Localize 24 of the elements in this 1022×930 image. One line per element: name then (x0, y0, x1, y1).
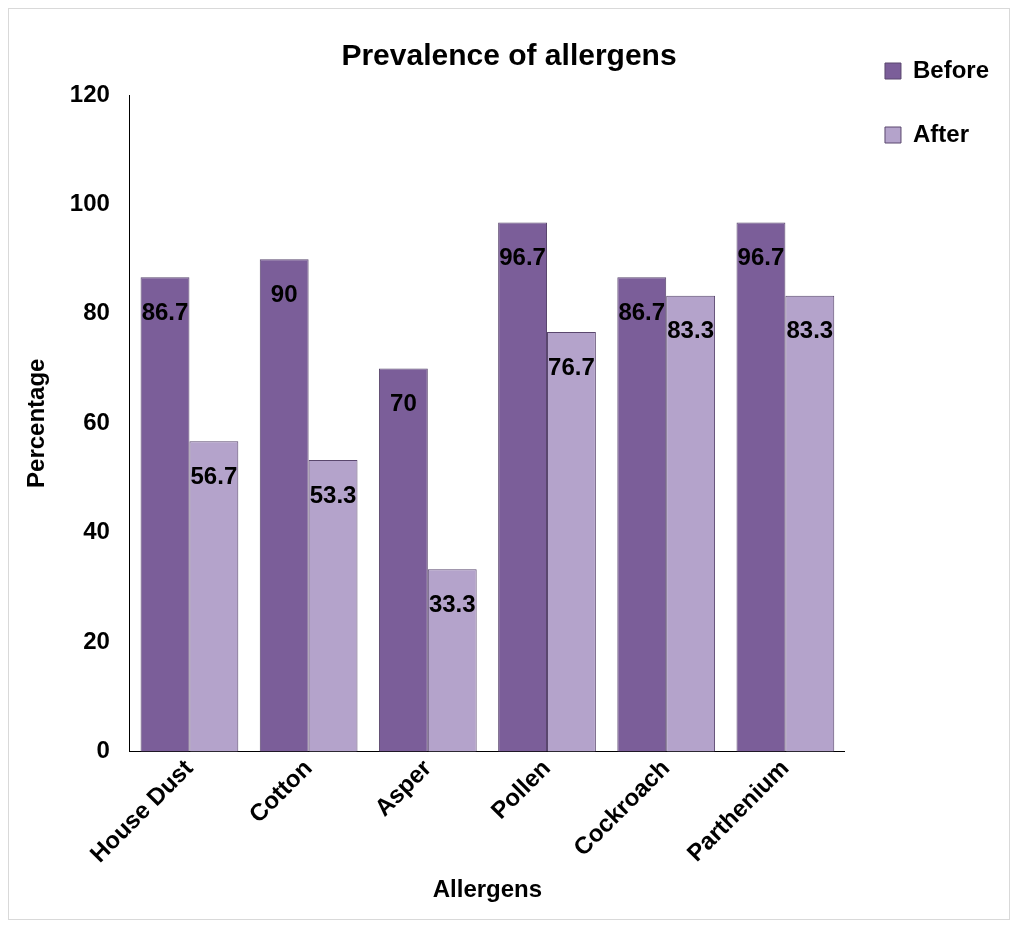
data-label: 83.3 (667, 316, 714, 344)
data-label: 96.7 (499, 243, 546, 271)
data-label: 70 (390, 389, 417, 417)
y-tick-label: 40 (83, 517, 110, 545)
data-label: 76.7 (548, 352, 595, 380)
y-tick-label: 60 (83, 407, 110, 435)
y-tick-label: 80 (83, 298, 110, 326)
y-tick-label: 0 (96, 736, 110, 764)
data-label: 96.7 (737, 243, 785, 271)
y-axis-title: Percentage (22, 358, 50, 488)
y-tick-label: 20 (83, 626, 110, 654)
legend-label: Before (912, 55, 990, 83)
y-tick-label: 100 (69, 189, 110, 217)
data-label: 86.7 (618, 297, 666, 325)
data-label: 33.3 (428, 589, 476, 617)
chart-title: Prevalence of allergens (341, 38, 677, 72)
data-label: 56.7 (190, 461, 238, 489)
data-label: 86.7 (141, 297, 189, 325)
data-label: 53.3 (309, 480, 357, 508)
x-axis-title: Allergens (432, 875, 543, 903)
legend-label: After (912, 119, 969, 147)
y-tick-label: 120 (69, 79, 110, 107)
data-label: 90 (270, 279, 298, 307)
data-label: 83.3 (786, 316, 834, 344)
